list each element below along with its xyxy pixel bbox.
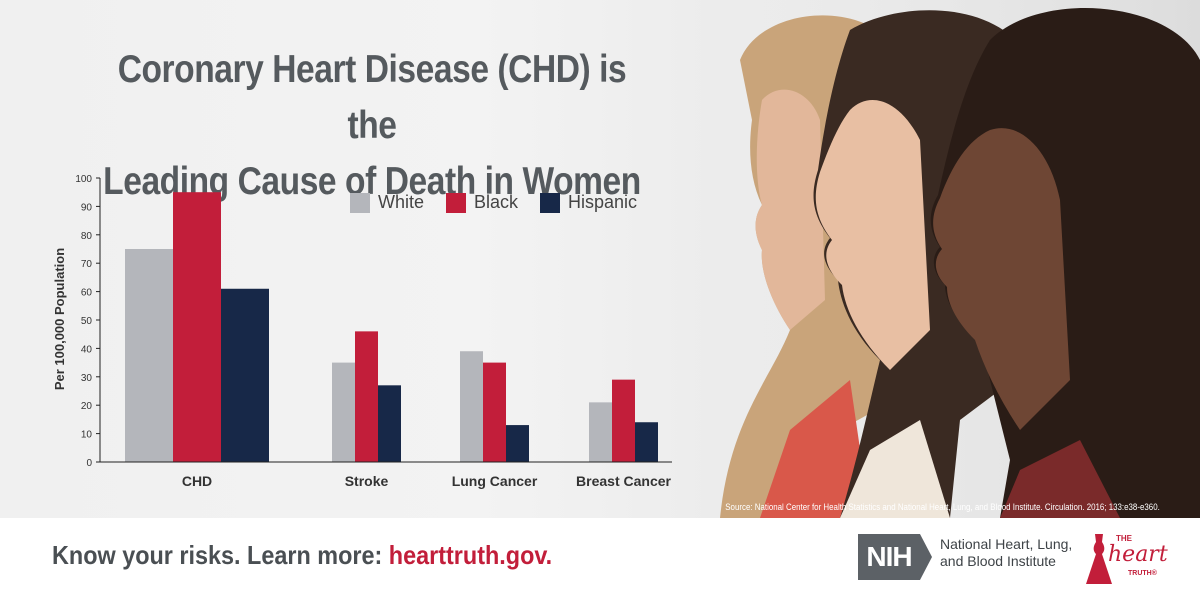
- bar-stroke-black: [355, 331, 378, 462]
- nhlbi-name-line-1: National Heart, Lung,: [940, 536, 1073, 552]
- y-tick-label: 80: [81, 231, 93, 242]
- x-tick-label: Breast Cancer: [576, 473, 671, 489]
- legend-label: Hispanic: [568, 192, 638, 212]
- bar-stroke-white: [332, 362, 355, 462]
- footer-tagline: Know your risks. Learn more: hearttruth.…: [52, 540, 552, 571]
- title-line-1: Coronary Heart Disease (CHD) is the: [117, 48, 627, 147]
- nih-logo-text: NIH: [866, 541, 912, 572]
- y-tick-label: 60: [81, 288, 93, 299]
- y-tick-label: 40: [81, 344, 93, 355]
- nih-logo-arrow: [920, 534, 932, 580]
- y-tick-label: 50: [81, 316, 93, 327]
- bar-stroke-hispanic: [378, 385, 401, 462]
- tagline-text: Know your risks. Learn more:: [52, 540, 389, 570]
- x-tick-label: CHD: [182, 473, 212, 489]
- bar-breast-cancer-white: [589, 402, 612, 462]
- legend-swatch: [540, 192, 561, 213]
- bar-breast-cancer-black: [612, 379, 635, 462]
- footer: [0, 518, 1200, 600]
- legend-label: White: [378, 192, 425, 212]
- bar-chd-white: [125, 249, 173, 462]
- legend-swatch: [446, 192, 467, 213]
- bar-chart: 0 10 20 30 40 50 60 70 80 90 100 CHD Stroke Lung Can…: [52, 174, 672, 489]
- y-tick-label: 70: [81, 259, 93, 270]
- chart-legend: White Black Hispanic: [350, 192, 659, 213]
- bar-lung-cancer-black: [483, 362, 506, 462]
- y-tick-label: 100: [75, 174, 92, 185]
- y-tick-label: 10: [81, 430, 93, 441]
- red-dress-icon: [1086, 534, 1112, 584]
- y-tick-label: 30: [81, 373, 93, 384]
- portrait-photo: [700, 0, 1200, 518]
- x-tick-label: Lung Cancer: [452, 473, 538, 489]
- nhlbi-name-line-2: and Blood Institute: [940, 553, 1056, 569]
- bar-lung-cancer-hispanic: [506, 425, 529, 462]
- legend-label: Black: [474, 192, 519, 212]
- source-citation: Source: National Center for Health Stati…: [725, 502, 1160, 512]
- legend-item-black: Black: [446, 192, 518, 213]
- nhlbi-name: National Heart, Lung, and Blood Institut…: [940, 536, 1072, 570]
- hearttruth-link[interactable]: hearttruth.gov.: [388, 540, 553, 570]
- nih-logo[interactable]: NIH: [858, 534, 920, 580]
- x-axis: CHD Stroke Lung Cancer Breast Cancer: [100, 461, 672, 489]
- bar-chd-hispanic: [221, 288, 269, 462]
- bar-group: [125, 192, 658, 462]
- legend-swatch: [350, 192, 370, 213]
- heart-truth-truth: TRUTH®: [1128, 570, 1157, 577]
- heart-truth-the: THE: [1116, 534, 1132, 543]
- y-tick-label: 0: [86, 458, 92, 469]
- bar-breast-cancer-hispanic: [635, 422, 658, 462]
- heart-truth-heart: heart: [1108, 542, 1168, 567]
- bar-chd-black: [173, 192, 221, 462]
- bar-lung-cancer-white: [460, 351, 483, 462]
- x-tick-label: Stroke: [345, 473, 389, 489]
- heart-truth-logo[interactable]: THE heart TRUTH®: [1084, 530, 1174, 586]
- legend-item-white: White: [350, 192, 424, 213]
- y-tick-label: 20: [81, 401, 93, 412]
- y-tick-label: 90: [81, 202, 93, 213]
- y-axis-label: Per 100,000 Population: [52, 248, 67, 390]
- hero-panel: Coronary Heart Disease (CHD) is the Lead…: [0, 0, 1200, 518]
- y-axis: 0 10 20 30 40 50 60 70 80 90 100: [75, 174, 101, 469]
- legend-item-hispanic: Hispanic: [540, 192, 637, 213]
